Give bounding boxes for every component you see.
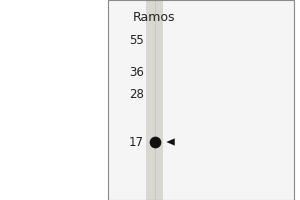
Text: 36: 36 <box>129 66 144 78</box>
Text: Ramos: Ramos <box>133 11 176 24</box>
Text: 55: 55 <box>129 33 144 46</box>
Text: 28: 28 <box>129 88 144 100</box>
Bar <box>146 0 163 200</box>
Bar <box>108 0 294 200</box>
Bar <box>108 0 294 200</box>
Point <box>152 140 157 144</box>
Text: 17: 17 <box>129 136 144 148</box>
Polygon shape <box>166 138 175 146</box>
